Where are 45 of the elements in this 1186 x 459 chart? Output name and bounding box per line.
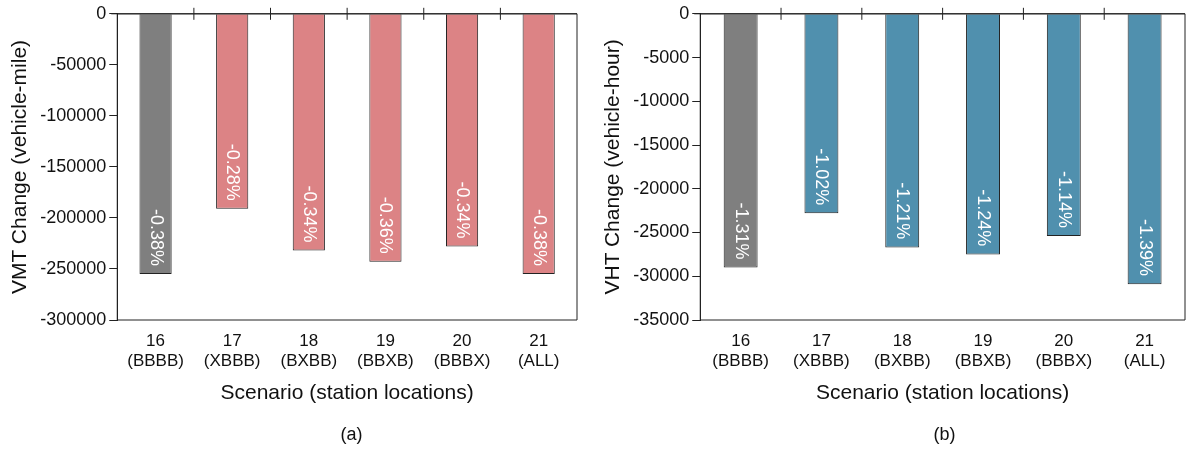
y-tick-label: -300000 bbox=[40, 308, 107, 329]
x-axis-title: Scenario (station locations) bbox=[815, 380, 1070, 404]
x-tick-label: 16 (BBBB) bbox=[712, 330, 769, 371]
text: (b) bbox=[932, 424, 957, 445]
annotation: -0.38% bbox=[529, 209, 550, 267]
y-tick-label: -15000 bbox=[633, 134, 690, 154]
y-tick-label: -50000 bbox=[50, 53, 107, 74]
annotation: -0.36% bbox=[376, 196, 397, 254]
y-tick-label: -100000 bbox=[40, 104, 107, 125]
x-tick-label: 17 (XBBB) bbox=[793, 330, 850, 371]
x-tick-label: 19 (BBXB) bbox=[357, 330, 414, 371]
y-tick-label: -200000 bbox=[40, 206, 107, 227]
y-tick-label: -250000 bbox=[40, 257, 107, 278]
y-tick-label: -150000 bbox=[40, 155, 107, 176]
x-tick-label: 16 (BBBB) bbox=[127, 330, 184, 371]
x-tick-label: 21 (ALL) bbox=[517, 330, 560, 371]
annotation: -1.02% bbox=[812, 148, 833, 206]
x-axis-title: Scenario (station locations) bbox=[220, 380, 474, 404]
y-tick-label: -5000 bbox=[643, 46, 690, 67]
y-tick-label: -20000 bbox=[633, 177, 690, 198]
y-tick-label: -35000 bbox=[633, 308, 690, 329]
y-axis-title: VHT Change (vehicle-hour) bbox=[600, 39, 624, 295]
y-tick-label: 0 bbox=[679, 2, 690, 23]
text: (a) bbox=[339, 424, 364, 445]
annotation: -1.21% bbox=[893, 182, 914, 240]
x-tick-label: 18 (BXBB) bbox=[873, 330, 931, 371]
annotation: -0.38% bbox=[146, 209, 167, 267]
annotation: -1.14% bbox=[1054, 170, 1075, 229]
annotation: -1.39% bbox=[1135, 219, 1156, 277]
x-tick-label: 21 (ALL) bbox=[1123, 330, 1166, 371]
x-tick-label: 20 (BBBX) bbox=[433, 330, 491, 371]
x-tick-label: 19 (BBXB) bbox=[954, 330, 1012, 371]
x-tick-label: 20 (BBBX) bbox=[1035, 330, 1093, 371]
annotation: -0.28% bbox=[223, 143, 244, 201]
y-tick-label: -10000 bbox=[633, 90, 690, 111]
annotation: -0.34% bbox=[299, 185, 320, 243]
y-tick-label: 0 bbox=[96, 2, 107, 23]
annotation: -1.31% bbox=[731, 202, 752, 260]
x-tick-label: 18 (BXBB) bbox=[280, 330, 338, 371]
annotation: -1.24% bbox=[974, 189, 995, 247]
y-axis-title: VMT Change (vehicle-mile) bbox=[7, 39, 31, 294]
x-tick-label: 17 (XBBB) bbox=[203, 330, 261, 371]
y-tick-label: -30000 bbox=[633, 265, 690, 286]
y-tick-label: -25000 bbox=[633, 221, 690, 242]
annotation: -0.34% bbox=[453, 181, 474, 239]
